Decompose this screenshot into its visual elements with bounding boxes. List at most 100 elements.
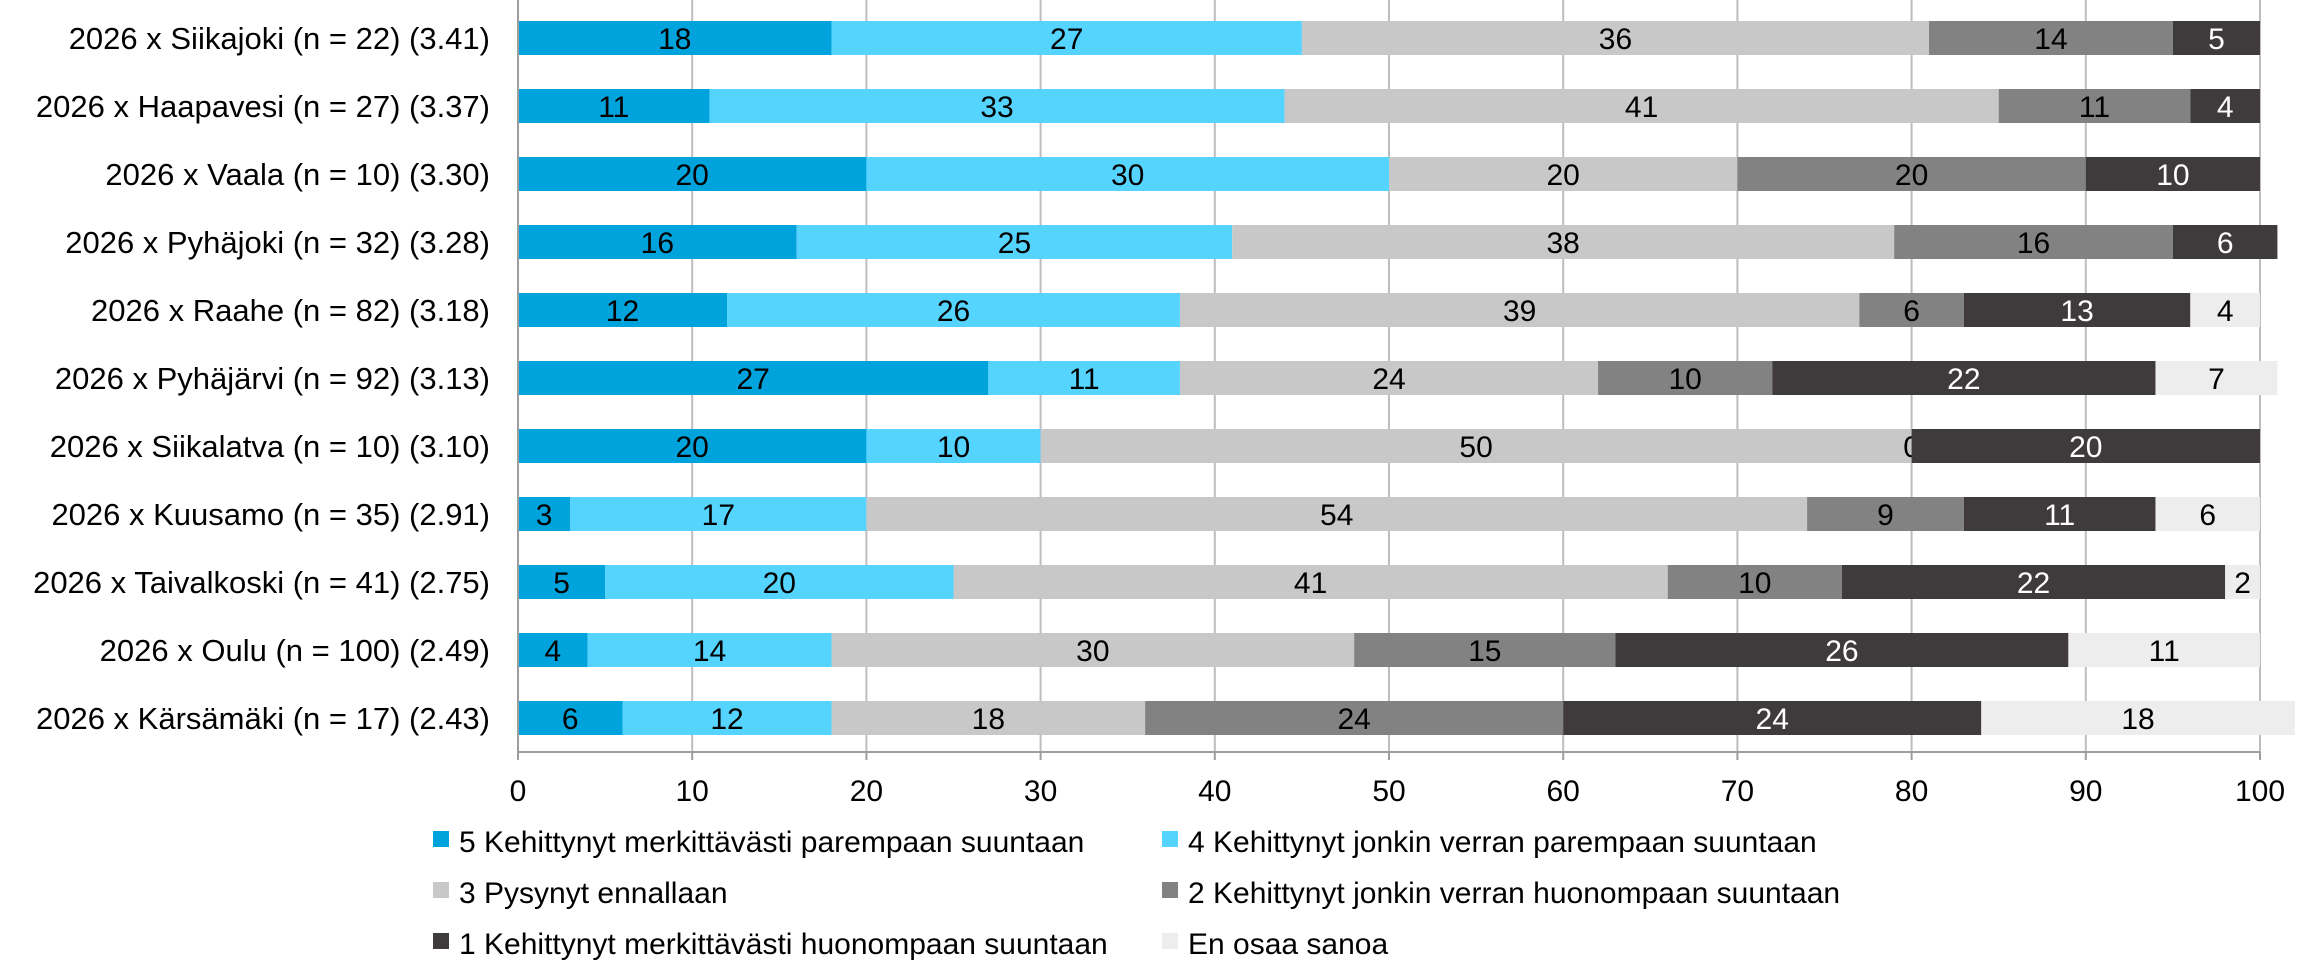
- category-label: 2026 x Kuusamo (n = 35) (2.91): [51, 497, 490, 532]
- legend-swatch: [433, 831, 449, 847]
- data-label: 27: [736, 363, 769, 396]
- bar-segment: [518, 497, 571, 531]
- data-label: 20: [1547, 159, 1580, 192]
- legend-swatch: [433, 882, 449, 898]
- x-tick-label: 40: [1198, 775, 1231, 808]
- data-label: 10: [1668, 363, 1701, 396]
- data-label: 11: [2044, 499, 2075, 532]
- bar-segment: [1807, 497, 1964, 531]
- data-label: 11: [2149, 635, 2180, 668]
- data-label: 10: [2156, 159, 2189, 192]
- legend-swatch: [1162, 831, 1178, 847]
- bar-segment: [2172, 225, 2278, 259]
- bar-segment: [518, 361, 989, 395]
- bar-segment: [1859, 293, 1964, 327]
- bar-segment: [1598, 361, 1773, 395]
- bar-segment: [1232, 225, 1895, 259]
- x-tick-label: 30: [1024, 775, 1057, 808]
- bar-segment: [1963, 497, 2156, 531]
- data-label: 6: [562, 703, 579, 736]
- data-label: 10: [1738, 567, 1771, 600]
- data-label: 20: [2069, 431, 2102, 464]
- bar-segment: [709, 89, 1285, 123]
- data-label: 6: [2217, 227, 2234, 260]
- data-label: 24: [1756, 703, 1789, 736]
- data-label: 18: [658, 23, 691, 56]
- data-label: 16: [2017, 227, 2050, 260]
- data-label: 4: [2217, 91, 2234, 124]
- x-tick-label: 50: [1372, 775, 1405, 808]
- data-label: 41: [1625, 91, 1658, 124]
- bar-segment: [1981, 701, 2295, 735]
- bar-segment: [518, 157, 867, 191]
- data-label: 13: [2060, 295, 2093, 328]
- category-label: 2026 x Kärsämäki (n = 17) (2.43): [36, 701, 490, 736]
- bar-segment: [831, 701, 1146, 735]
- bar-segment: [2085, 157, 2260, 191]
- bar-segment: [518, 293, 728, 327]
- bar-segment: [866, 497, 1808, 531]
- data-label: 54: [1320, 499, 1353, 532]
- data-label: 18: [972, 703, 1005, 736]
- data-label: 26: [1825, 635, 1858, 668]
- bar-segment: [518, 633, 588, 667]
- data-label: 33: [980, 91, 1013, 124]
- data-label: 14: [2034, 23, 2067, 56]
- bar-segment: [518, 225, 797, 259]
- category-label: 2026 x Siikalatva (n = 10) (3.10): [50, 429, 490, 464]
- legend-swatch: [1162, 882, 1178, 898]
- bar-segment: [953, 565, 1668, 599]
- bar-segment: [1667, 565, 1842, 599]
- legend-label: 3 Pysynyt ennallaan: [459, 877, 728, 910]
- bar-segment: [1040, 429, 1912, 463]
- bar-segment: [1179, 293, 1860, 327]
- x-tick-label: 100: [2235, 775, 2285, 808]
- data-label: 5: [2208, 23, 2225, 56]
- bar-segment: [1301, 21, 1930, 55]
- data-label: 20: [676, 159, 709, 192]
- legend-label: 2 Kehittynyt jonkin verran huonompaan su…: [1188, 877, 1840, 910]
- data-label: 15: [1468, 635, 1501, 668]
- category-label: 2026 x Haapavesi (n = 27) (3.37): [36, 89, 490, 124]
- x-tick-label: 0: [510, 775, 527, 808]
- legend-swatch: [433, 933, 449, 949]
- category-label: 2026 x Raahe (n = 82) (3.18): [91, 293, 490, 328]
- bar-segment: [518, 21, 832, 55]
- data-label: 36: [1599, 23, 1632, 56]
- x-tick-label: 10: [676, 775, 709, 808]
- data-label: 22: [2017, 567, 2050, 600]
- bar-segment: [831, 633, 1355, 667]
- x-tick-label: 20: [850, 775, 883, 808]
- bar-segment: [2190, 89, 2260, 123]
- bar-segment: [1563, 701, 1982, 735]
- data-label: 20: [1895, 159, 1928, 192]
- bar-segment: [1998, 89, 2191, 123]
- legend: 5 Kehittynyt merkittävästi parempaan suu…: [433, 826, 1840, 961]
- bar-segment: [518, 701, 623, 735]
- data-label: 5: [553, 567, 570, 600]
- legend-swatch: [1162, 933, 1178, 949]
- bar-segment: [2155, 497, 2260, 531]
- bar-segment: [1772, 361, 2156, 395]
- bar-segment: [727, 293, 1180, 327]
- bar-segment: [1389, 157, 1738, 191]
- data-label: 2: [2234, 567, 2251, 600]
- data-label: 39: [1503, 295, 1536, 328]
- bar-segment: [622, 701, 832, 735]
- data-label: 18: [2121, 703, 2154, 736]
- data-label: 6: [2199, 499, 2216, 532]
- data-label: 38: [1547, 227, 1580, 260]
- x-tick-label: 80: [1895, 775, 1928, 808]
- bar-segment: [988, 361, 1180, 395]
- data-label: 11: [2079, 91, 2110, 124]
- data-label: 22: [1947, 363, 1980, 396]
- bar-segment: [1963, 293, 2191, 327]
- data-label: 12: [710, 703, 743, 736]
- bar-segment: [570, 497, 867, 531]
- data-label: 50: [1459, 431, 1492, 464]
- data-label: 27: [1050, 23, 1083, 56]
- data-label: 10: [937, 431, 970, 464]
- bar-segment: [1737, 157, 2086, 191]
- bar-segment: [2172, 21, 2260, 55]
